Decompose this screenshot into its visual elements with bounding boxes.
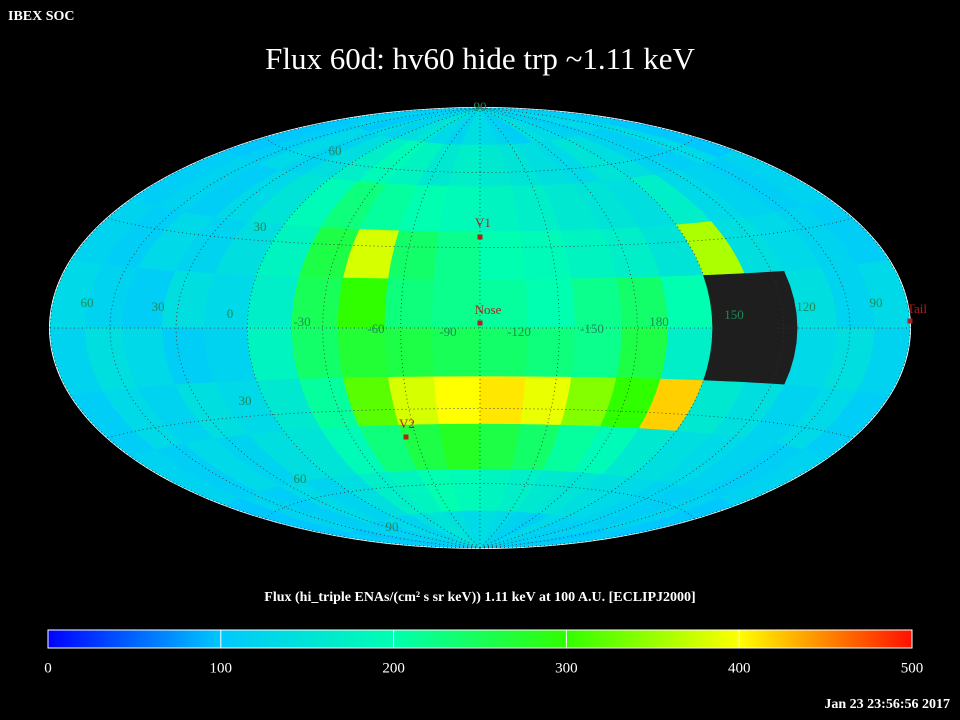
flux-cell xyxy=(525,327,576,378)
grid-label: 120 xyxy=(796,299,816,314)
marker-label: V2 xyxy=(399,416,415,431)
flux-cell xyxy=(525,278,576,329)
flux-cell xyxy=(246,275,300,329)
colorbar-tick-label: 200 xyxy=(382,660,405,676)
colorbar-tick-label: 500 xyxy=(901,660,924,676)
meridian xyxy=(479,107,851,549)
marker-dot xyxy=(477,320,483,326)
grid-label: -150 xyxy=(580,321,604,336)
marker-dot xyxy=(477,234,483,240)
colorbar-tick-label: 100 xyxy=(210,660,233,676)
marker-label: Nose xyxy=(475,302,502,317)
grid-label: -120 xyxy=(507,324,531,339)
flux-cell xyxy=(291,327,344,380)
timestamp: Jan 23 23:56:56 2017 xyxy=(824,697,950,712)
meridian xyxy=(479,107,785,549)
grid-label: 60 xyxy=(329,143,342,158)
grid-label: 30 xyxy=(239,393,252,408)
flux-cell xyxy=(384,327,435,378)
grid-label: 180 xyxy=(649,314,669,329)
marker-label: V1 xyxy=(475,215,491,230)
colorbar-tick-label: 0 xyxy=(44,660,52,676)
parallel xyxy=(107,217,853,248)
header: IBEX SOC xyxy=(8,9,75,24)
meridian xyxy=(479,107,560,549)
grid-label: 90 xyxy=(474,99,487,114)
colorbar-label: Flux (hi_triple ENAs/(cm² s sr keV)) 1.1… xyxy=(264,590,695,605)
meridian xyxy=(109,107,481,549)
flux-cell xyxy=(660,327,714,381)
marker-dot xyxy=(907,318,913,324)
grid-label: -90 xyxy=(439,324,456,339)
marker-label: Tail xyxy=(907,301,927,316)
grid-label: -60 xyxy=(367,321,384,336)
grid-label: 30 xyxy=(254,219,267,234)
map-labels: 90 60 30 60 30 0 -30 -60 -90 -120 -150 180 150 120 90 3… xyxy=(81,99,928,534)
meridian xyxy=(246,107,481,549)
parallel xyxy=(264,137,696,173)
grid-label: 0 xyxy=(227,306,234,321)
colorbar: 0 100 200 300 400 500 xyxy=(44,629,924,676)
flux-cell xyxy=(384,278,435,329)
meridian xyxy=(400,107,481,549)
marker-dot xyxy=(403,434,409,440)
colorbar-tick-label: 400 xyxy=(728,660,751,676)
flux-cell xyxy=(479,376,527,425)
flux-cell xyxy=(433,376,481,425)
flux-cell xyxy=(433,231,481,280)
flux-cell xyxy=(479,532,614,549)
grid-label: 30 xyxy=(152,299,165,314)
grid-label: 90 xyxy=(386,519,399,534)
flux-cell xyxy=(616,327,669,380)
meridian xyxy=(175,107,481,549)
grid-label: 60 xyxy=(81,295,94,310)
meridian xyxy=(479,107,714,549)
grid-label: 150 xyxy=(724,307,744,322)
parallel xyxy=(107,408,853,439)
flux-cell xyxy=(246,327,300,381)
grid-label: -30 xyxy=(293,314,310,329)
grid-label: 60 xyxy=(294,471,307,486)
grid-label: 90 xyxy=(870,295,883,310)
graticule xyxy=(49,107,911,549)
title: Flux 60d: hv60 hide trp ~1.11 keV xyxy=(265,41,695,76)
colorbar-tick-label: 300 xyxy=(555,660,578,676)
parallel xyxy=(264,483,696,519)
flux-cell xyxy=(479,231,527,280)
flux-cell xyxy=(431,278,481,329)
colorbar-fill xyxy=(47,629,913,649)
